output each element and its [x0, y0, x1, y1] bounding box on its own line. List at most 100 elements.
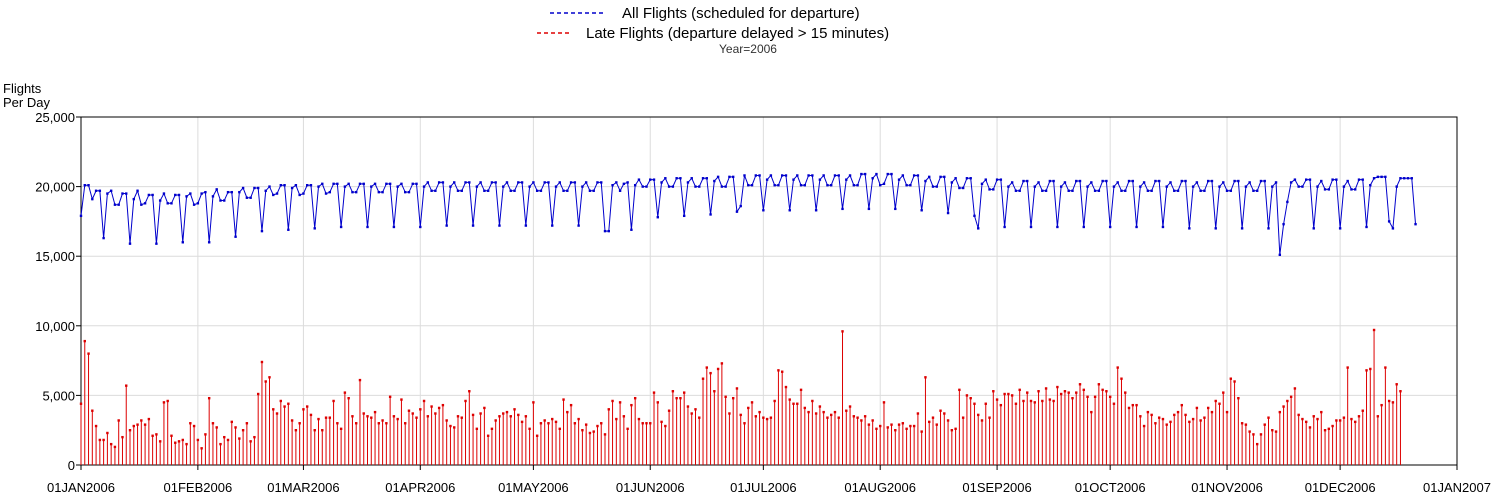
late-flights-point [358, 378, 362, 382]
late-flights-point [1105, 390, 1108, 393]
late-flights-point [954, 427, 957, 431]
late-flights-point [1041, 399, 1044, 403]
all-flights-point [479, 181, 482, 184]
late-flights-point [992, 390, 995, 393]
all-flights-point [728, 175, 731, 179]
all-flights-point [924, 179, 927, 183]
late-flights-point [765, 417, 769, 421]
all-flights-point [1135, 225, 1138, 229]
late-flights-point [1372, 328, 1376, 332]
all-flights-point [430, 189, 433, 192]
all-flights-point [464, 181, 467, 184]
late-flights-point [1384, 366, 1387, 369]
late-flights-point [102, 438, 105, 442]
all-flights-point [494, 181, 497, 184]
all-flights-point [584, 181, 588, 184]
late-flights-point [596, 424, 599, 428]
late-flights-point [946, 419, 950, 422]
late-flights-point [94, 424, 98, 428]
all-flights-point [441, 181, 445, 184]
late-flights-point [822, 410, 825, 414]
late-flights-point [290, 419, 294, 422]
all-flights-point [1180, 179, 1183, 183]
late-flights-point [513, 408, 516, 411]
all-flights-point [796, 174, 799, 177]
late-flights-point [177, 440, 181, 443]
late-flights-point [1157, 416, 1161, 419]
all-flights-point [396, 185, 399, 188]
late-flights-point [698, 416, 701, 419]
all-flights-point [1252, 189, 1255, 192]
late-flights-point [1199, 419, 1202, 422]
late-flights-point [720, 362, 724, 365]
all-flights-point [437, 181, 441, 184]
late-flights-point [543, 419, 546, 422]
all-flights-point [117, 203, 120, 206]
late-flights-point [758, 410, 761, 414]
late-flights-point [535, 434, 539, 437]
late-flights-point [1131, 403, 1134, 407]
all-flights-point [1293, 178, 1297, 181]
y-tick-label: 5,000 [42, 388, 75, 403]
late-flights-point [573, 422, 577, 425]
late-flights-point [856, 416, 859, 419]
all-flights-point [637, 178, 641, 181]
all-flights-point [1414, 222, 1417, 226]
all-flights-point [958, 186, 961, 190]
late-flights-point [121, 435, 124, 439]
late-flights-point [298, 422, 301, 425]
late-flights-point [539, 422, 543, 425]
all-flights-point [192, 203, 196, 206]
late-flights-point [117, 419, 120, 422]
all-flights-point [792, 178, 795, 181]
y-axis-label-line1: Flights [3, 81, 42, 96]
late-flights-point [434, 412, 437, 415]
late-flights-point [226, 438, 230, 442]
late-flights-point [743, 422, 746, 425]
late-flights-point [1342, 416, 1346, 419]
late-flights-point [1022, 399, 1025, 403]
late-flights-point [1120, 377, 1123, 380]
late-flights-point [1233, 380, 1236, 383]
all-flights-point [1369, 184, 1372, 187]
late-flights-point [377, 422, 381, 425]
late-flights-point [373, 410, 377, 414]
late-flights-point [411, 412, 414, 415]
all-flights-point [283, 184, 286, 187]
all-flights-point [226, 190, 230, 194]
all-flights-point [411, 182, 414, 186]
all-flights-point [943, 175, 946, 179]
x-tick-label: 01SEP2006 [962, 480, 1031, 495]
all-flights-point [113, 203, 117, 206]
late-flights-point [321, 429, 324, 432]
late-flights-point [894, 429, 897, 432]
all-flights-point [750, 184, 754, 187]
all-flights-point [916, 174, 920, 177]
late-flights-point [686, 405, 690, 408]
all-flights-point [136, 189, 139, 192]
late-flights-point [1188, 420, 1191, 424]
all-flights-point [1142, 181, 1146, 184]
all-flights-point [181, 241, 184, 244]
all-flights-point [94, 189, 98, 192]
all-flights-point [256, 186, 260, 190]
all-flights-point [901, 174, 905, 177]
late-flights-point [1165, 423, 1168, 426]
all-flights-point [1354, 188, 1357, 191]
late-flights-point [784, 385, 788, 389]
all-flights-point [1342, 185, 1346, 188]
all-flights-point [928, 175, 931, 179]
all-flights-point [807, 174, 810, 177]
late-flights-point [1142, 424, 1146, 428]
all-flights-point [995, 178, 999, 181]
late-flights-point [407, 409, 411, 412]
all-flights-point [731, 175, 735, 179]
all-flights-point [1044, 189, 1048, 192]
all-flights-point [1033, 185, 1036, 188]
all-flights-point [275, 192, 279, 195]
all-flights-point [1380, 175, 1383, 179]
late-flights-point [238, 437, 241, 440]
all-flights-point [453, 181, 456, 184]
all-flights-point [822, 174, 825, 177]
all-flights-point [709, 213, 712, 216]
